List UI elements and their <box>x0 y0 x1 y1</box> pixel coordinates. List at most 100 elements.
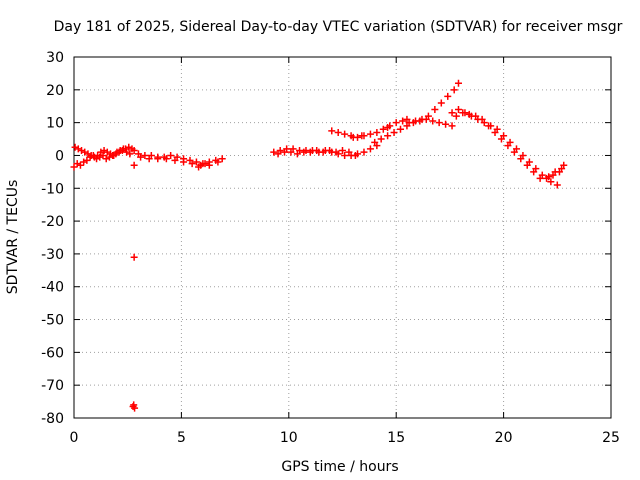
data-point <box>274 150 282 158</box>
data-point <box>384 132 392 140</box>
data-point <box>351 151 359 159</box>
y-tick-label: -40 <box>41 280 64 296</box>
data-point <box>435 119 443 127</box>
data-point <box>392 119 400 127</box>
data-point <box>83 156 91 164</box>
data-point <box>76 161 84 169</box>
data-point <box>328 127 336 135</box>
chart-title: Day 181 of 2025, Sidereal Day-to-day VTE… <box>54 19 623 35</box>
y-tick-label: 30 <box>46 50 64 66</box>
data-point <box>403 115 411 123</box>
data-point <box>549 171 557 179</box>
data-point <box>543 174 551 182</box>
y-tick-label: -50 <box>41 313 64 329</box>
data-point <box>345 148 353 156</box>
data-point <box>130 161 138 169</box>
data-point <box>555 168 563 176</box>
data-point <box>422 115 430 123</box>
x-tick-label: 20 <box>495 430 513 446</box>
x-tick-label: 10 <box>280 430 298 446</box>
y-tick-label: -70 <box>41 378 64 394</box>
data-point <box>334 128 342 136</box>
data-point <box>171 156 179 164</box>
y-tick-label: -60 <box>41 345 64 361</box>
data-point <box>341 151 349 159</box>
data-point <box>130 147 138 155</box>
data-point <box>358 132 366 140</box>
data-point <box>530 168 538 176</box>
data-point <box>287 148 295 156</box>
data-point <box>396 125 404 133</box>
data-point <box>162 155 170 163</box>
data-point <box>373 128 381 136</box>
data-point <box>154 155 162 163</box>
data-point <box>553 181 561 189</box>
y-tick-label: -30 <box>41 247 64 263</box>
data-point <box>141 151 149 159</box>
y-axis-label: SDTVAR / TECUs <box>5 180 21 295</box>
data-point <box>130 401 138 409</box>
data-point <box>74 145 82 153</box>
y-tick-label: 20 <box>46 83 64 99</box>
data-point <box>497 135 505 143</box>
series-segment-morning <box>134 150 226 171</box>
data-point <box>131 404 139 412</box>
data-point <box>409 119 417 127</box>
x-tick-labels: 0 5 10 15 20 25 <box>70 430 620 446</box>
data-point <box>192 158 200 166</box>
data-point <box>454 79 462 87</box>
series-segment-midday <box>270 142 381 159</box>
data-point <box>73 160 81 168</box>
data-point <box>444 92 452 100</box>
y-tick-label: -80 <box>41 411 64 427</box>
data-point <box>536 174 544 182</box>
data-point <box>465 110 473 118</box>
data-point <box>306 148 314 156</box>
data-point <box>517 155 525 163</box>
data-point <box>448 109 456 117</box>
data-point <box>510 148 518 156</box>
data-point <box>339 147 346 155</box>
data-point <box>472 112 480 120</box>
data-point <box>429 117 437 125</box>
data-point <box>188 160 196 168</box>
data-point <box>371 138 379 146</box>
data-point <box>384 124 392 132</box>
data-point <box>459 109 467 117</box>
data-point <box>377 135 385 143</box>
data-point <box>403 122 411 130</box>
data-point <box>379 125 387 133</box>
y-tick-label: -20 <box>41 214 64 230</box>
data-point <box>214 158 222 166</box>
data-point <box>81 148 89 156</box>
data-point <box>137 153 145 161</box>
data-point <box>145 155 153 163</box>
data-point <box>119 145 127 153</box>
data-point <box>504 142 512 150</box>
data-point <box>485 122 493 130</box>
data-point <box>491 128 499 136</box>
y-tick-label: 0 <box>55 148 64 164</box>
x-tick-label: 5 <box>177 430 186 446</box>
data-point <box>349 133 357 141</box>
ticks <box>73 56 612 419</box>
data-point <box>319 148 327 156</box>
data-point <box>167 151 175 159</box>
data-points <box>70 79 568 412</box>
data-point <box>78 147 86 155</box>
x-tick-label: 15 <box>387 430 405 446</box>
data-point <box>110 151 118 159</box>
data-point <box>126 150 134 158</box>
plot-frame <box>73 56 612 419</box>
data-point <box>300 148 308 156</box>
data-point <box>399 117 407 125</box>
data-point <box>448 122 456 130</box>
data-point <box>313 147 321 155</box>
y-tick-labels: 30 20 10 0 -10 -20 -30 -40 -50 -60 -70 -80 <box>41 50 64 427</box>
data-point <box>281 148 289 156</box>
x-tick-label: 0 <box>70 430 79 446</box>
grid <box>74 57 611 418</box>
data-point <box>80 158 88 166</box>
data-point <box>450 86 458 94</box>
